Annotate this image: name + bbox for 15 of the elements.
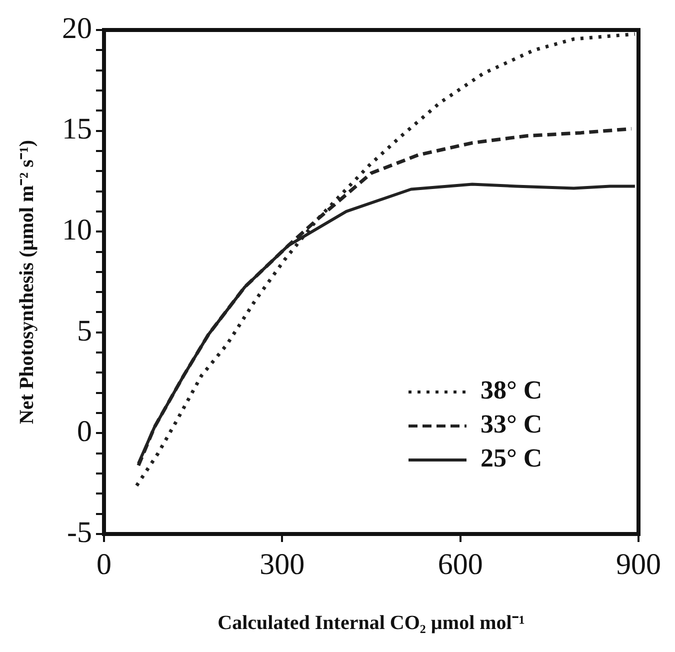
- x-tick-label: 900: [616, 548, 661, 581]
- line-series: [134, 32, 637, 488]
- x-tick-label: 300: [260, 548, 305, 581]
- legend-label: 25° C: [480, 444, 542, 473]
- legend-label: 38° C: [480, 376, 542, 405]
- legend-label: 33° C: [480, 410, 542, 439]
- y-tick-label: 20: [62, 12, 92, 45]
- y-tick-label: -5: [67, 516, 92, 549]
- x-axis-title: Calculated Internal CO₂ µmol mol⁻¹: [218, 612, 525, 634]
- x-tick-label: 600: [438, 548, 483, 581]
- y-tick-label: 5: [77, 314, 92, 348]
- y-tick-label: 0: [77, 415, 92, 448]
- y-tick-label: 15: [62, 112, 92, 146]
- y-axis-title: Net Photosynthesis (µmol m⁻² s⁻¹): [16, 140, 38, 424]
- y-tick-label: 10: [62, 213, 92, 246]
